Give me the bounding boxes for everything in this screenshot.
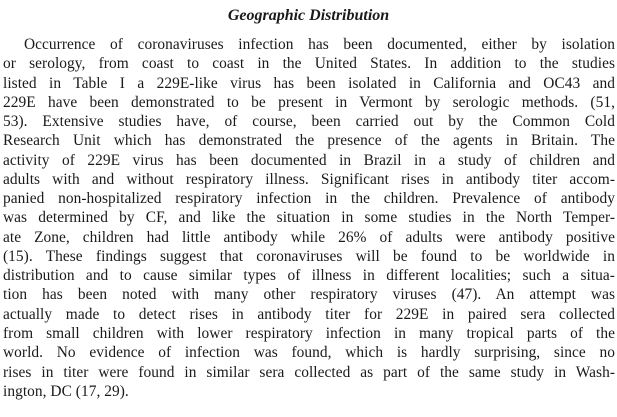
paragraph-line: Research Unit which has demonstrated the… — [3, 132, 615, 150]
paragraph-line: actually made to detect rises in antibod… — [3, 305, 615, 323]
section-paragraph: Occurrence of coronaviruses infection ha… — [3, 35, 615, 401]
paragraph-line: distribution and to cause similar types … — [3, 267, 615, 285]
section-heading: Geographic Distribution — [227, 7, 390, 24]
paragraph-line: ate Zone, children had little antibody w… — [3, 228, 615, 246]
paragraph-line: 229E have been demonstrated to be presen… — [3, 93, 615, 111]
paragraph-line: listed in Table I a 229E-like virus has … — [3, 74, 615, 92]
paragraph-line: activity of 229E virus has been document… — [3, 151, 615, 169]
paragraph-line: rises in titer were found in similar ser… — [3, 363, 615, 381]
paragraph-line: world. No evidence of infection was foun… — [3, 344, 615, 362]
paragraph-line: Occurrence of coronaviruses infection ha… — [24, 36, 615, 53]
paragraph-line: or serology, from coast to coast in the … — [3, 55, 615, 73]
paragraph-line: from small children with lower respirato… — [3, 324, 615, 342]
paragraph-line: panied non-hospitalized respiratory infe… — [3, 190, 615, 208]
paragraph-line: tion has been noted with many other resp… — [3, 286, 615, 304]
paragraph-line: adults with and without respiratory illn… — [3, 170, 615, 188]
paragraph-line: 53). Extensive studies have, of course, … — [3, 113, 615, 131]
paragraph-line: was determined by CF, and like the situa… — [3, 209, 615, 227]
paragraph-line: ington, DC (17, 29). — [3, 382, 129, 400]
paragraph-line: (15). These findings suggest that corona… — [3, 247, 615, 265]
